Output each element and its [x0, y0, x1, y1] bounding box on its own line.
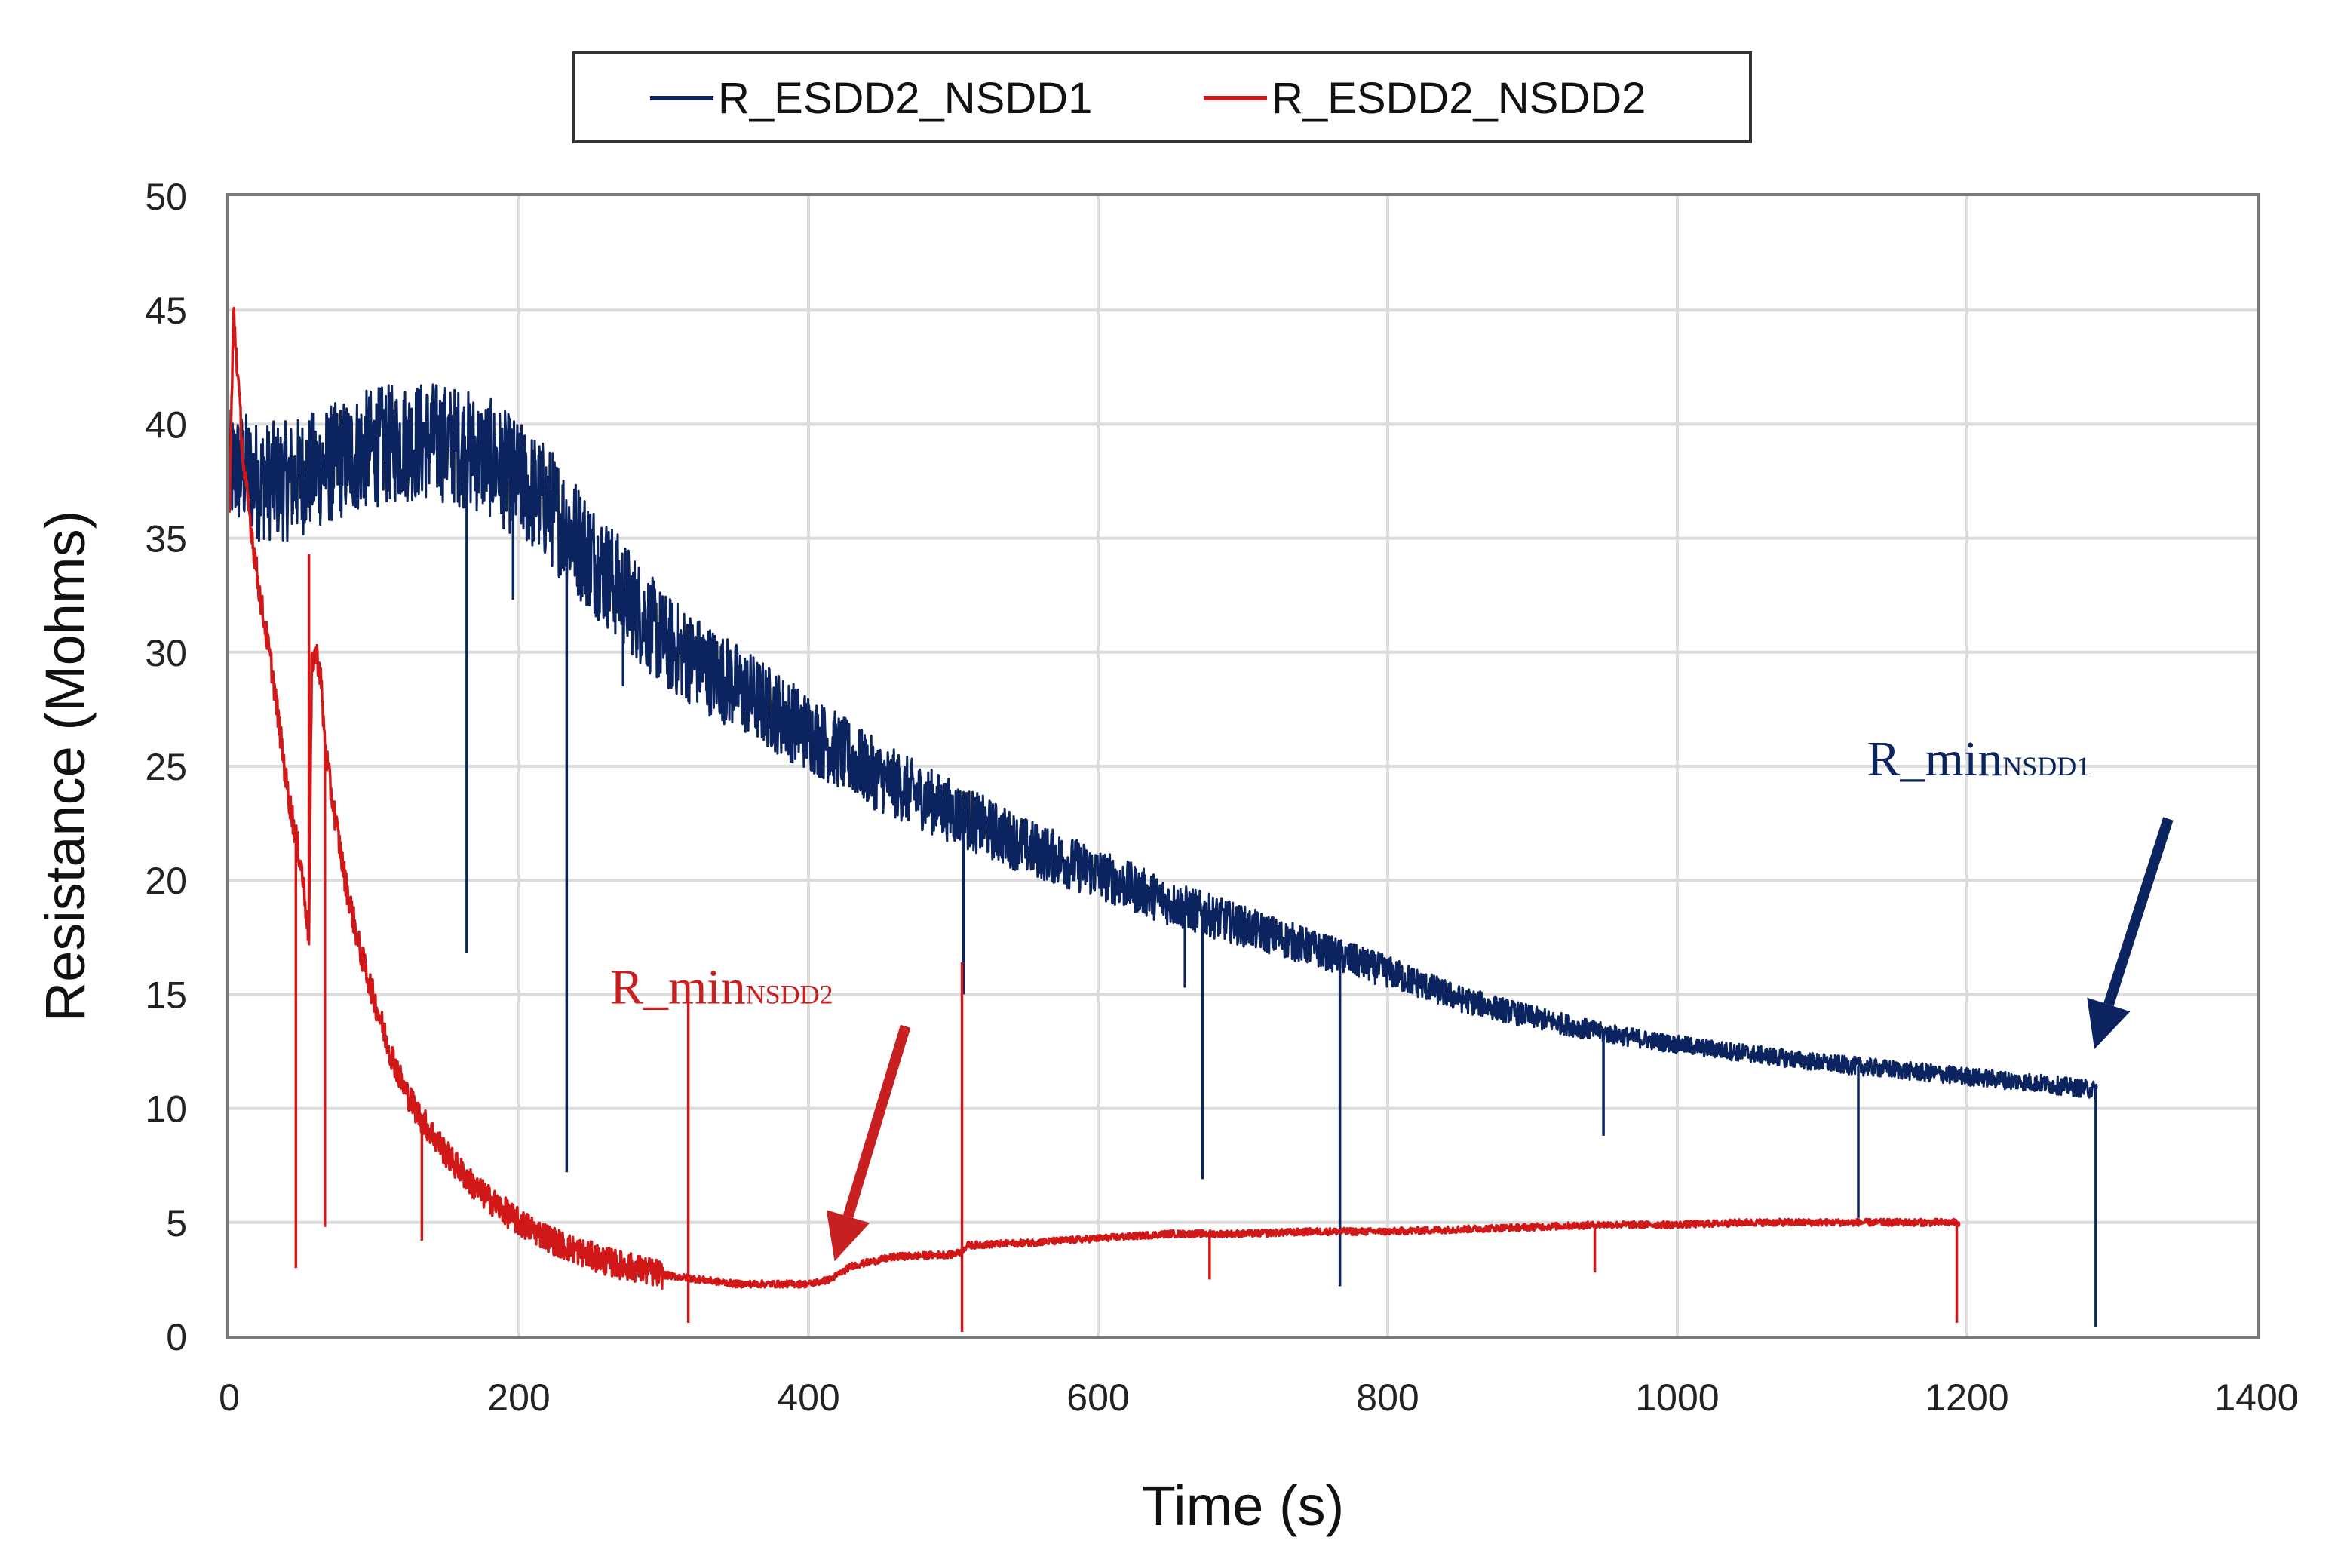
series-line — [228, 383, 2098, 1100]
x-tick-label: 400 — [777, 1376, 839, 1419]
y-tick-label: 5 — [166, 1202, 187, 1244]
x-tick-label: 1400 — [2214, 1376, 2298, 1419]
legend-box — [572, 51, 1752, 143]
annotation-nsdd2: R_minNSDD2 — [610, 959, 911, 1262]
y-tick-label: 20 — [145, 860, 187, 902]
annotation-arrow-head — [826, 1210, 870, 1262]
annotation-subscript: NSDD1 — [2002, 751, 2090, 781]
x-tick-label: 1200 — [1925, 1376, 2008, 1419]
annotation-arrow-head — [2087, 997, 2131, 1049]
annotation-arrow-shaft — [2103, 817, 2174, 1007]
tick-labels: 0 5 10 15 20 25 30 35 40 45 50 0 200 400 600 800 1000 120… — [145, 176, 2298, 1419]
series-1 — [228, 306, 1961, 1332]
plot-frame — [226, 193, 2260, 1339]
series-layer — [228, 306, 2098, 1332]
y-tick-label: 35 — [145, 518, 187, 560]
y-tick-label: 0 — [166, 1316, 187, 1358]
annotation-arrow-shaft — [842, 1024, 911, 1218]
series-line — [228, 306, 1961, 1290]
annotation-subscript: NSDD2 — [746, 979, 833, 1009]
x-tick-label: 0 — [219, 1376, 240, 1419]
y-tick-label: 40 — [145, 404, 187, 446]
x-axis-title: Time (s) — [1142, 1474, 1345, 1537]
series-0 — [228, 383, 2098, 1327]
y-tick-label: 50 — [145, 176, 187, 218]
legend: R_ESDD2_NSDD1 R_ESDD2_NSDD2 — [572, 51, 1752, 143]
y-tick-label: 10 — [145, 1088, 187, 1131]
y-tick-label: 15 — [145, 974, 187, 1016]
y-tick-label: 45 — [145, 290, 187, 332]
legend-label-nsdd1: R_ESDD2_NSDD1 — [718, 74, 1092, 123]
x-tick-label: 800 — [1356, 1376, 1419, 1419]
x-tick-label: 600 — [1066, 1376, 1129, 1419]
legend-label-nsdd2: R_ESDD2_NSDD2 — [1272, 74, 1646, 123]
y-tick-label: 25 — [145, 746, 187, 788]
x-tick-label: 200 — [487, 1376, 550, 1419]
y-tick-label: 30 — [145, 632, 187, 674]
y-axis-title: Resistance (Mohms) — [34, 511, 97, 1023]
x-tick-label: 1000 — [1635, 1376, 1719, 1419]
